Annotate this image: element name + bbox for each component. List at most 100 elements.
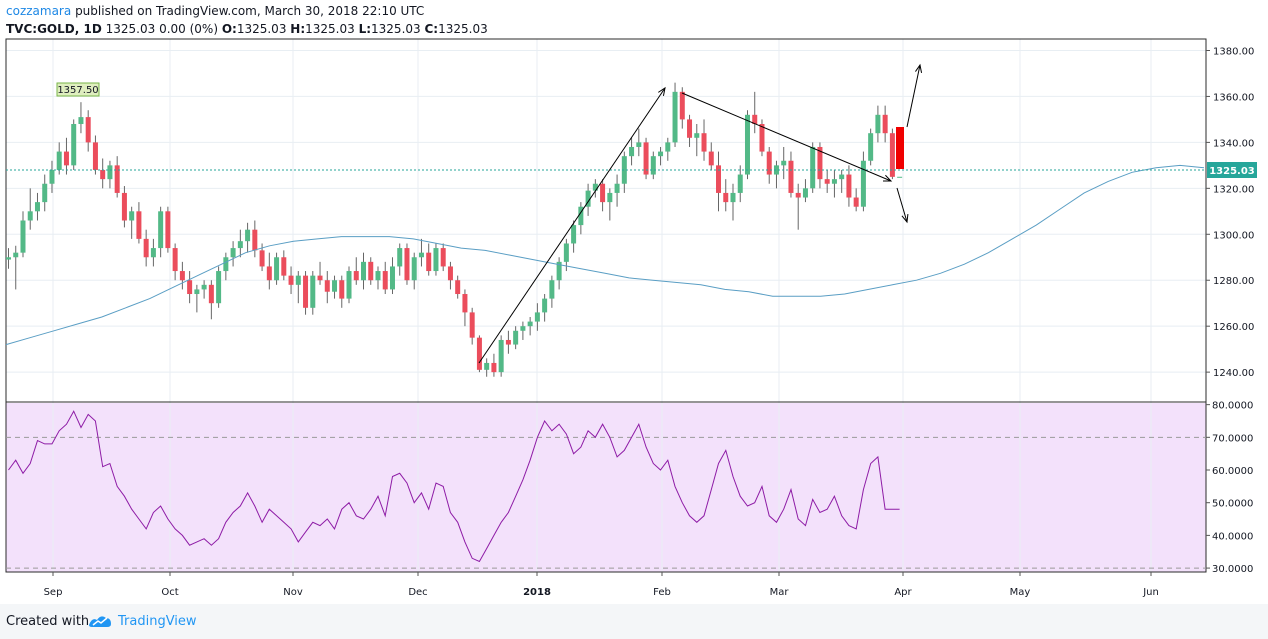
candle: [92, 135, 98, 175]
price-tick-label: 1360.00: [1213, 92, 1254, 103]
candle: [187, 271, 193, 304]
candle: [759, 119, 765, 157]
rsi-tick-label: 60.0000: [1212, 466, 1253, 477]
candle: [230, 241, 236, 267]
candle: [687, 114, 693, 147]
tradingview-link[interactable]: TradingView: [118, 614, 197, 629]
rsi-line: [8, 410, 900, 563]
candle: [223, 252, 229, 281]
price-tick-label: 1240.00: [1213, 368, 1254, 379]
candle: [527, 316, 533, 336]
candle: [440, 243, 446, 272]
price-tick-label: 1340.00: [1213, 138, 1254, 149]
candle: [571, 220, 577, 253]
candle: [179, 261, 185, 290]
candle: [201, 280, 207, 299]
rsi-tick-label: 70.0000: [1212, 433, 1253, 444]
candle: [389, 257, 395, 295]
candle: [27, 188, 33, 230]
candle: [716, 151, 722, 212]
candle: [665, 137, 671, 161]
candle: [650, 151, 656, 180]
time-tick-label: Mar: [770, 587, 790, 598]
rsi-tick-label: 50.0000: [1212, 499, 1253, 510]
last-bar-highlight: [896, 127, 904, 169]
candle: [71, 119, 77, 170]
time-axis[interactable]: Sep Oct Nov Dec 2018 Feb Mar Apr May Jun: [44, 572, 1159, 598]
candle: [114, 156, 120, 198]
ohlc-open-key: O:: [221, 22, 237, 36]
candle: [476, 335, 482, 373]
price-tick-label: 1300.00: [1213, 230, 1254, 241]
rsi-tick-label: 80.0000: [1212, 401, 1253, 412]
candle: [672, 82, 678, 147]
candle: [708, 142, 714, 170]
candle: [701, 119, 707, 161]
time-tick-label: Dec: [408, 587, 427, 598]
tradingview-logo-icon[interactable]: [88, 613, 112, 629]
candle: [20, 211, 26, 258]
candle: [614, 174, 620, 207]
candle: [332, 275, 338, 299]
candle: [281, 250, 287, 281]
candle: [411, 252, 417, 290]
candle: [63, 137, 69, 175]
candle: [397, 243, 403, 276]
moving-average-line: [5, 164, 1205, 346]
candle: [143, 229, 149, 267]
candle: [556, 257, 562, 290]
rsi-band: [6, 403, 1206, 572]
price-axis[interactable]: 1240.00 1260.00 1280.00 1300.00 1320.00 1340.…: [1206, 46, 1254, 575]
high-marker: 1357.50: [56, 82, 100, 97]
candle: [85, 110, 91, 152]
symbol-quote: 1325.03 0.00 (0%): [105, 22, 218, 36]
candle: [346, 266, 352, 304]
candle: [404, 243, 410, 285]
candle: [310, 271, 316, 315]
projection-up-arrow: [906, 63, 923, 128]
candle: [34, 192, 40, 221]
candle: [853, 188, 859, 212]
candle: [802, 179, 808, 203]
candle: [773, 160, 779, 189]
candle: [781, 146, 787, 180]
time-tick-label: Jun: [1142, 587, 1159, 598]
candle: [447, 261, 453, 290]
candle: [462, 289, 468, 327]
candle: [730, 183, 736, 221]
author-link[interactable]: cozzamara: [6, 4, 72, 18]
candle: [353, 257, 359, 285]
candle: [129, 206, 135, 239]
rsi-level-lines: [6, 436, 1206, 569]
candle: [621, 151, 627, 193]
candle: [426, 243, 432, 276]
candle: [172, 243, 178, 281]
price-tick-label: 1320.00: [1213, 184, 1254, 195]
candle: [658, 146, 664, 166]
candle: [549, 275, 555, 308]
chart-canvas[interactable]: 1240.00 1260.00 1280.00 1300.00 1320.00 1340.…: [0, 0, 1268, 604]
footer-bar: Created with TradingView: [0, 604, 1268, 639]
candle: [831, 169, 837, 198]
ohlc-low-value: 1325.03: [371, 22, 421, 36]
candle: [817, 142, 823, 189]
candle: [375, 266, 381, 290]
candle: [266, 252, 272, 290]
candle: [433, 243, 439, 276]
last-price-tag: 1325.03: [1207, 162, 1257, 178]
candle: [860, 151, 866, 212]
candle: [303, 271, 309, 315]
candle: [723, 179, 729, 212]
candle: [295, 271, 301, 304]
candle: [361, 252, 367, 290]
price-tick-label: 1380.00: [1213, 46, 1254, 57]
candle: [121, 186, 127, 228]
candle: [636, 128, 642, 157]
time-tick-label: Apr: [894, 587, 912, 598]
candle: [882, 105, 888, 143]
candle: [100, 158, 106, 189]
candle: [274, 252, 280, 285]
candle: [505, 330, 511, 354]
candle: [629, 137, 635, 166]
candle: [237, 229, 243, 258]
